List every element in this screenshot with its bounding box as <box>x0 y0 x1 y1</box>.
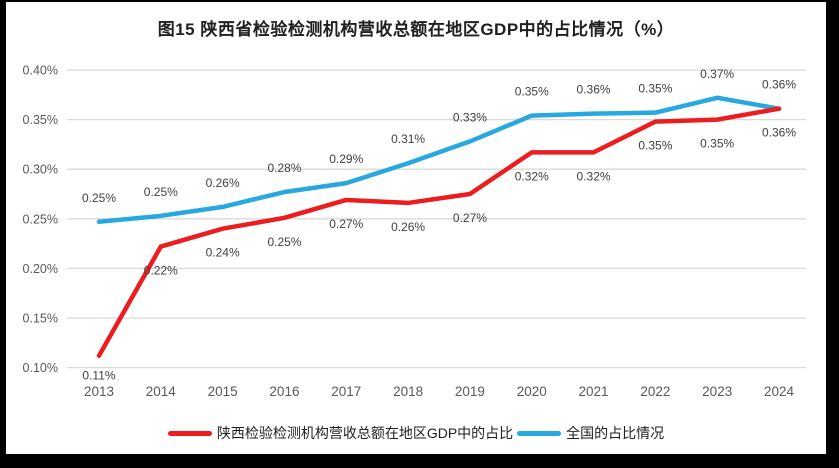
chart-title: 图15 陕西省检验检测机构营收总额在地区GDP中的占比情况（%） <box>157 20 675 39</box>
data-label: 0.25% <box>267 235 301 249</box>
x-tick-label: 2022 <box>640 384 670 399</box>
y-tick-label: 0.30% <box>23 163 58 177</box>
legend-line-swatch-blue <box>517 430 562 436</box>
x-tick-label: 2017 <box>331 384 361 399</box>
data-label: 0.28% <box>267 161 301 175</box>
data-label: 0.31% <box>391 132 425 146</box>
x-tick-label: 2013 <box>84 384 114 399</box>
data-label: 0.29% <box>329 152 363 166</box>
x-tick-label: 2014 <box>146 384 177 399</box>
data-label: 0.27% <box>329 217 363 231</box>
data-label: 0.35% <box>638 139 672 153</box>
data-label: 0.33% <box>453 110 487 124</box>
chart-legend: 陕西检验检测机构营收总额在地区GDP中的占比 全国的占比情况 <box>6 423 826 443</box>
x-tick-label: 2016 <box>269 384 299 399</box>
x-tick-label: 2021 <box>579 384 609 399</box>
data-label: 0.26% <box>206 176 240 190</box>
x-tick-label: 2023 <box>702 384 732 399</box>
y-tick-label: 0.35% <box>23 113 58 127</box>
y-tick-label: 0.40% <box>23 64 58 78</box>
data-label: 0.32% <box>577 169 611 183</box>
data-label: 0.11% <box>82 369 115 383</box>
data-label: 0.35% <box>700 137 734 151</box>
y-tick-label: 0.25% <box>23 212 58 226</box>
legend-label-shaanxi: 陕西检验检测机构营收总额在地区GDP中的占比 <box>216 425 514 441</box>
x-tick-label: 2015 <box>208 384 238 399</box>
data-label: 0.37% <box>700 67 734 81</box>
legend-item-national: 全国的占比情况 <box>517 423 664 443</box>
data-label: 0.35% <box>638 82 672 96</box>
data-label: 0.25% <box>144 185 178 199</box>
series-line-national <box>96 95 782 225</box>
data-label: 0.27% <box>453 211 487 225</box>
legend-line-swatch-red <box>167 430 212 436</box>
data-label: 0.25% <box>82 191 116 205</box>
data-label: 0.26% <box>391 220 425 234</box>
chart-panel: 图15 陕西省检验检测机构营收总额在地区GDP中的占比情况（%） 0.40% 0.… <box>6 2 826 454</box>
y-tick-label: 0.20% <box>23 262 58 276</box>
series-line-shaanxi <box>96 106 782 358</box>
data-label: 0.22% <box>144 264 178 278</box>
x-tick-label: 2018 <box>393 384 423 399</box>
x-tick-label: 2024 <box>764 384 795 399</box>
y-tick-label: 0.15% <box>23 312 58 326</box>
data-label: 0.36% <box>762 126 796 140</box>
data-label: 0.24% <box>206 246 240 260</box>
legend-item-shaanxi: 陕西检验检测机构营收总额在地区GDP中的占比 <box>167 423 514 443</box>
x-tick-label: 2020 <box>517 384 547 399</box>
data-label: 0.35% <box>515 85 549 99</box>
legend-label-national: 全国的占比情况 <box>566 425 665 441</box>
data-label: 0.36% <box>762 78 796 92</box>
chart-plot: 0.40% 0.35% 0.30% 0.25% 0.20% 0.15% 0.10% 2013 2… <box>23 64 806 399</box>
y-tick-label: 0.10% <box>23 361 58 375</box>
data-label: 0.36% <box>577 83 611 97</box>
x-tick-label: 2019 <box>455 384 485 399</box>
data-label: 0.32% <box>515 169 549 183</box>
